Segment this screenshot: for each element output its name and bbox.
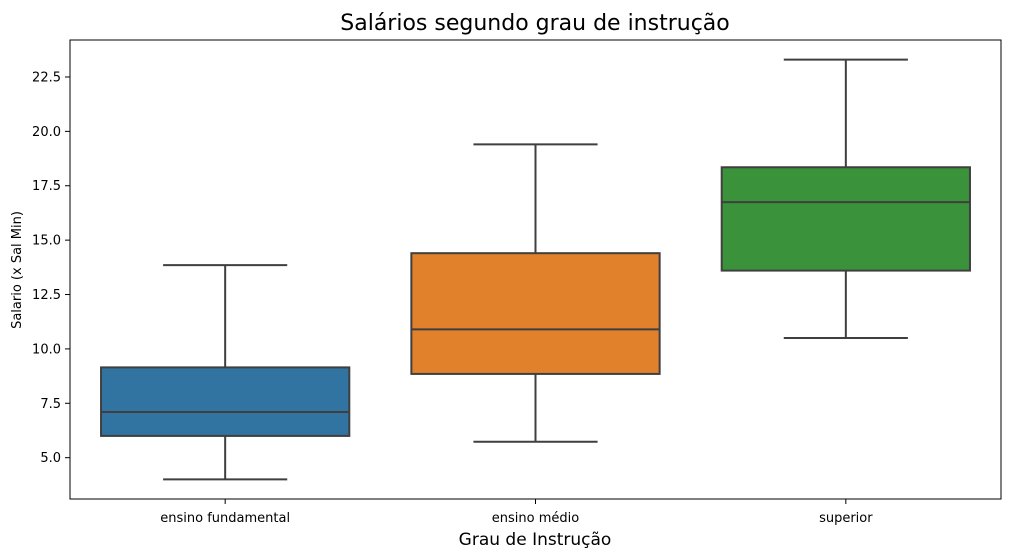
x-axis: ensino fundamental ensino médio superior — [160, 499, 873, 526]
box-group — [410, 143, 661, 443]
x-axis-label: Grau de Instrução — [459, 530, 612, 550]
boxes-layer — [100, 58, 971, 481]
iqr-box — [410, 252, 661, 375]
x-tick-label: ensino médio — [492, 511, 579, 526]
y-tick-label: 12.5 — [32, 288, 61, 303]
iqr-box — [720, 166, 971, 272]
box-group — [720, 58, 971, 340]
y-axis-label: Salario (x Sal Min) — [10, 211, 25, 329]
y-tick-label: 10.0 — [32, 342, 61, 357]
x-tick-label: ensino fundamental — [160, 511, 290, 526]
box-group — [100, 264, 351, 481]
y-tick-label: 20.0 — [32, 125, 61, 140]
iqr-box — [100, 366, 351, 437]
y-tick-label: 7.5 — [40, 397, 61, 412]
x-tick-label: superior — [819, 511, 873, 526]
y-tick-label: 5.0 — [40, 451, 61, 466]
chart-title: Salários segundo grau de instrução — [340, 11, 729, 36]
y-tick-label: 17.5 — [32, 179, 61, 194]
y-tick-label: 15.0 — [32, 234, 61, 249]
y-tick-label: 22.5 — [32, 70, 61, 85]
y-axis: 5.0 7.5 10.0 12.5 15.0 17.5 20.0 22.5 — [32, 70, 70, 466]
